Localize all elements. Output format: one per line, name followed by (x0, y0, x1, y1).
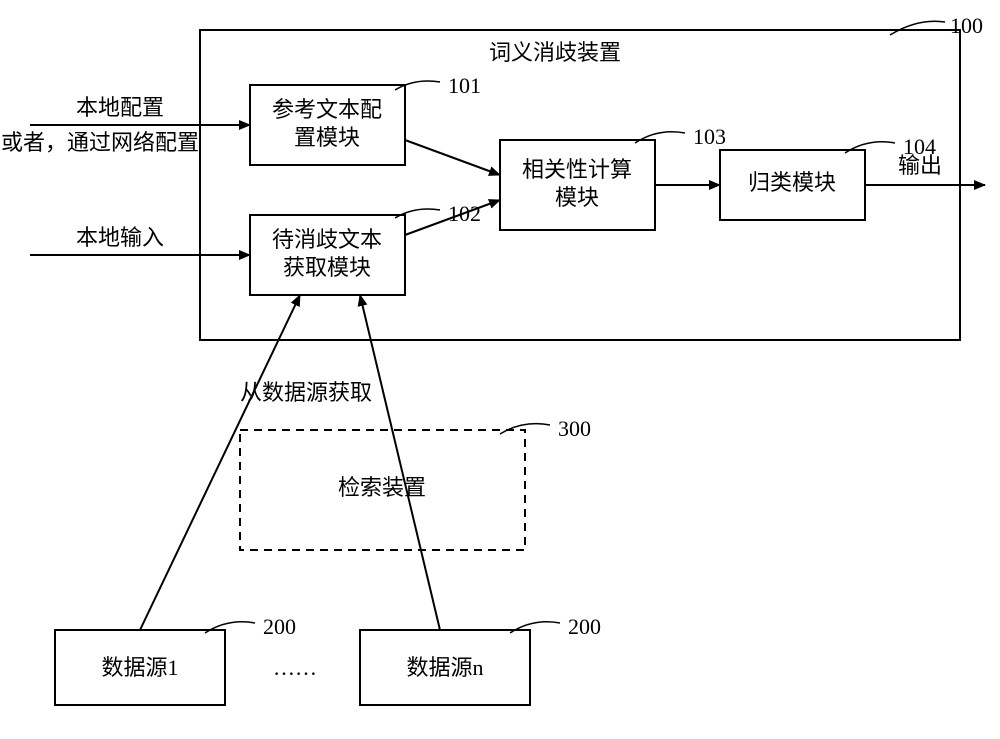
data-source-ellipsis: …… (273, 655, 317, 680)
outer-container-title: 词义消歧装置 (489, 40, 621, 65)
label-from-ds: 从数据源获取 (240, 380, 372, 405)
reference-number: 103 (693, 124, 726, 149)
data-source-1: 数据源1 (55, 630, 225, 705)
module-102-line1: 待消歧文本 (272, 227, 382, 252)
module-102: 待消歧文本 获取模块 (250, 215, 405, 295)
module-103: 相关性计算 模块 (500, 140, 655, 230)
module-101-line1: 参考文本配 (272, 97, 382, 122)
module-103-line1: 相关性计算 (522, 157, 632, 182)
diagram-canvas: 词义消歧装置 参考文本配 置模块 待消歧文本 获取模块 相关性计算 模块 归类模… (0, 0, 1000, 739)
leader-line (395, 209, 440, 218)
arrow (140, 295, 300, 630)
module-104-line1: 归类模块 (748, 170, 836, 195)
arrow (360, 295, 440, 630)
data-source-n-label: 数据源n (406, 655, 483, 680)
leader-line (205, 622, 255, 633)
reference-number: 200 (568, 614, 601, 639)
reference-number: 200 (263, 614, 296, 639)
label-local-input: 本地输入 (76, 225, 164, 250)
reference-number: 300 (558, 416, 591, 441)
retrieval-device-label: 检索装置 (338, 475, 426, 500)
reference-number: 102 (448, 201, 481, 226)
data-source-n: 数据源n (360, 630, 530, 705)
data-source-1-label: 数据源1 (101, 655, 178, 680)
leader-line (635, 132, 685, 143)
module-103-line2: 模块 (555, 185, 599, 210)
module-102-line2: 获取模块 (283, 255, 371, 280)
module-101: 参考文本配 置模块 (250, 85, 405, 165)
reference-number: 104 (903, 134, 936, 159)
leader-line (845, 142, 895, 153)
module-104: 归类模块 (720, 150, 865, 220)
arrow (405, 140, 500, 175)
reference-number: 100 (950, 13, 983, 38)
module-101-line2: 置模块 (294, 125, 360, 150)
arrows-group (30, 125, 985, 630)
reference-number: 101 (448, 73, 481, 98)
label-local-config-l1: 本地配置 (76, 95, 164, 120)
retrieval-device: 检索装置 (240, 430, 525, 550)
leader-line (510, 622, 560, 633)
label-local-config-l2: 或者，通过网络配置 (1, 130, 199, 155)
leader-line (890, 21, 945, 35)
